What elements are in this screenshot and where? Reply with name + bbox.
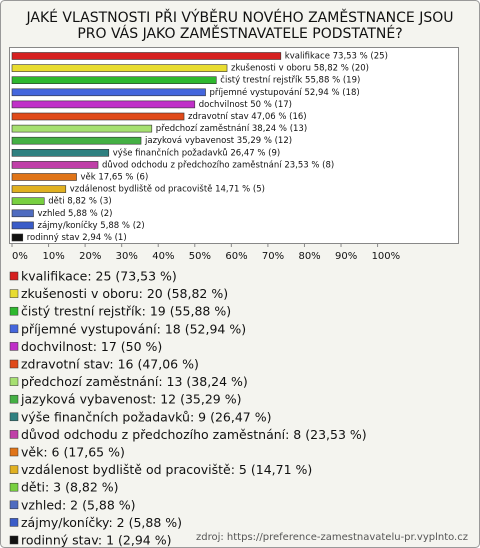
data-label: vzdálenost bydliště od pracoviště 14,71 … [70, 184, 265, 195]
data-label: předchozí zaměstnání 38,24 % (13) [156, 124, 307, 134]
legend-label: zdravotní stav: 16 (47,06 %) [21, 357, 199, 372]
data-label: rodinný stav 2,94 % (1) [27, 233, 127, 243]
data-label: čistý trestní rejstřík 55,88 % (19) [220, 75, 360, 86]
legend-swatch [9, 518, 19, 527]
x-tick-label: 10% [43, 251, 65, 262]
legend-swatch [9, 430, 19, 439]
legend-label: vzdálenost bydliště od pracoviště: 5 (14… [21, 462, 312, 477]
legend-swatch [9, 377, 19, 386]
data-label: děti 8,82 % (3) [48, 197, 111, 207]
data-label: zájmy/koníčky 5,88 % (2) [37, 220, 144, 231]
legend-label: dochvilnost: 17 (50 %) [21, 339, 162, 354]
legend-swatch [9, 482, 19, 492]
data-label: výše finančních požadavků 26,47 % (9) [113, 147, 280, 158]
x-tick-label: 50% [189, 251, 211, 262]
legend-label: zájmy/koníčky: 2 (5,88 %) [21, 515, 182, 530]
bar [11, 197, 45, 205]
legend-label: důvod odchodu z předchozího zaměstnání: … [21, 427, 367, 442]
legend-swatch [9, 447, 19, 457]
x-tick-label: 20% [79, 251, 101, 262]
bar [11, 112, 185, 121]
legend-swatch [9, 394, 19, 404]
data-label: dochvilnost 50 % (17) [199, 100, 292, 110]
bar [11, 64, 228, 72]
bar [11, 100, 196, 109]
legend-label: zkušenosti v oboru: 20 (58,82 %) [21, 286, 228, 301]
bar [11, 136, 142, 145]
legend-swatch [9, 500, 19, 510]
legend-label: děti: 3 (8,82 %) [21, 480, 119, 495]
x-tick-label: 40% [152, 251, 174, 262]
data-label: věk 17,65 % (6) [81, 173, 149, 183]
legend-swatch [9, 289, 19, 298]
x-tick-label: 30% [116, 251, 138, 262]
legend-label: vzhled: 2 (5,88 %) [21, 497, 136, 512]
x-tick-label: 60% [225, 251, 247, 262]
legend-label: rodinný stav: 1 (2,94 %) [21, 533, 171, 548]
x-tick-label: 70% [262, 251, 284, 262]
legend-swatch [9, 465, 19, 474]
bar [11, 76, 217, 84]
legend-swatch [9, 324, 19, 334]
bar [11, 173, 77, 181]
data-label: zdravotní stav 47,06 % (16) [188, 112, 307, 122]
x-tick-label: 80% [298, 251, 320, 262]
legend-swatch [9, 412, 19, 422]
legend-swatch [9, 306, 19, 316]
legend-swatch [9, 342, 19, 351]
data-label: příjemné vystupování 52,94 % (18) [210, 87, 360, 98]
legend-label: jazyková vybavenost: 12 (35,29 %) [20, 392, 241, 407]
legend-label: věk: 6 (17,65 %) [21, 445, 125, 460]
legend-label: kvalifikace: 25 (73,53 %) [21, 269, 177, 284]
data-label: jazyková vybavenost 35,29 % (12) [144, 136, 292, 146]
bar [11, 161, 99, 169]
data-label: vzhled 5,88 % (2) [37, 209, 112, 219]
bar [11, 209, 34, 218]
bar [11, 149, 110, 157]
legend-label: příjemné vystupování: 18 (52,94 %) [21, 321, 246, 336]
legend-swatch [9, 359, 19, 369]
data-label: kvalifikace 73,53 % (25) [285, 52, 388, 62]
bar [11, 221, 34, 230]
bar [11, 233, 24, 242]
bar [11, 52, 282, 60]
chart-title: PRO VÁS JAKO ZAMĚSTNAVATELE PODSTATNÉ? [77, 25, 402, 42]
x-tick-label: 90% [335, 251, 357, 262]
x-tick-label: 0% [12, 251, 28, 262]
x-tick-label: 100% [372, 251, 401, 262]
legend-label: čistý trestní rejstřík: 19 (55,88 %) [21, 304, 231, 319]
legend-swatch [9, 535, 19, 545]
legend-swatch [9, 271, 19, 281]
data-label: zkušenosti v oboru 58,82 % (20) [231, 63, 369, 74]
source: zdroj: https://preference-zamestnavatelu… [196, 532, 468, 543]
data-label: důvod odchodu z předchozího zaměstnání 2… [102, 159, 334, 170]
bar [11, 124, 153, 133]
legend-label: výše finančních požadavků: 9 (26,47 %) [21, 409, 271, 424]
bar [11, 185, 67, 193]
bar [11, 88, 206, 97]
chart-title: JAKÉ VLASTNOSTI PŘI VÝBĚRU NOVÉHO ZAMĚST… [26, 9, 454, 26]
legend-label: předchozí zaměstnání: 13 (38,24 %) [21, 374, 248, 389]
